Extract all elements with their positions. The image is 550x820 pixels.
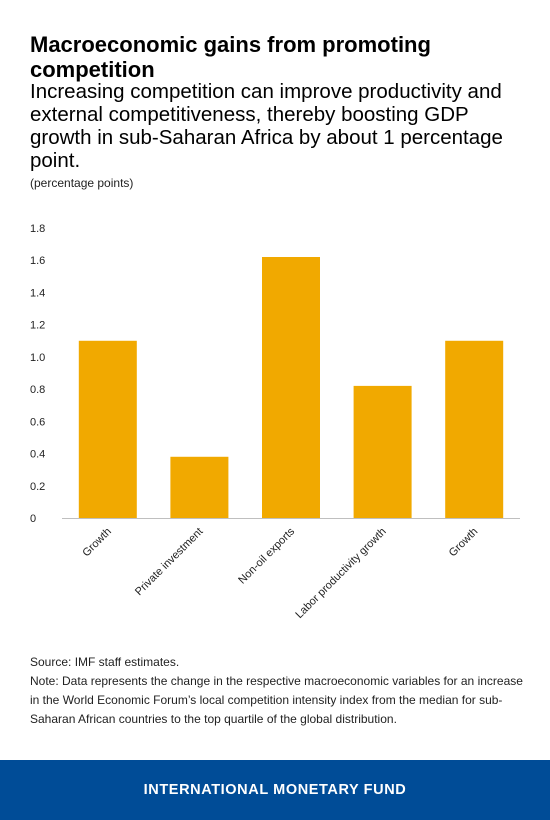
bar: [170, 456, 229, 518]
chart-title: Macroeconomic gains from promoting compe…: [30, 32, 431, 82]
y-tick-label: 0.2: [30, 481, 45, 493]
category-label: Growth: [447, 526, 481, 560]
bar: [445, 340, 504, 518]
y-tick-label: 1.8: [30, 223, 45, 235]
y-tick-label: 1.2: [30, 320, 45, 332]
footer-text: INTERNATIONAL MONETARY FUND: [143, 782, 407, 798]
y-tick-label: 0.4: [30, 449, 45, 461]
source-text: Source: IMF staff estimates.: [30, 655, 180, 669]
y-tick-label: 0.6: [30, 416, 45, 428]
bar-chart: 0 0.2 0.4 0.6 0.8 1.0 1.2 1.4 1.6 1.8 Growth Privat…: [30, 223, 520, 621]
footer-banner: INTERNATIONAL MONETARY FUND: [0, 760, 550, 820]
y-tick-label: 0.8: [30, 384, 45, 396]
units-label: (percentage points): [30, 176, 134, 190]
category-label: Labor productivity growth: [293, 526, 388, 621]
category-label: Private investment: [133, 526, 205, 598]
chart-subtitle: Increasing competition can improve produ…: [30, 80, 503, 172]
note-text: Note: Data represents the change in the …: [30, 674, 523, 726]
y-tick-label: 1.4: [30, 287, 45, 299]
bar: [262, 257, 320, 518]
y-tick-label: 1.0: [30, 352, 45, 364]
bar: [78, 340, 137, 518]
bar: [353, 385, 412, 518]
y-tick-label: 0: [30, 513, 36, 525]
notes: Source: IMF staff estimates. Note: Data …: [30, 653, 525, 729]
category-label: Growth: [80, 526, 114, 560]
y-tick-label: 1.6: [30, 255, 45, 267]
category-label: Non-oil exports: [236, 525, 297, 586]
